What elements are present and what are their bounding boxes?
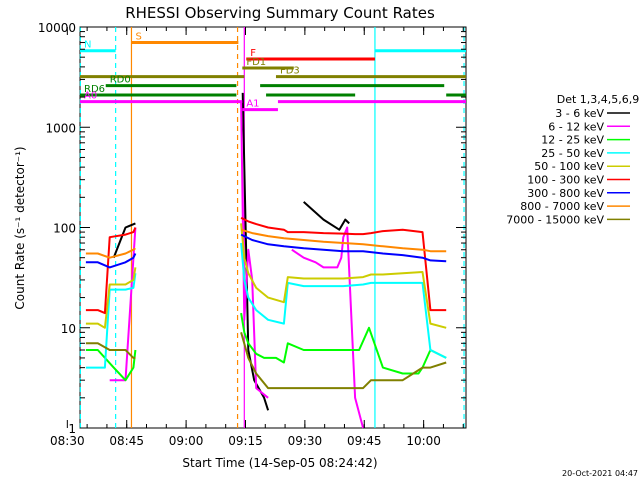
series-line-300-800-kev [85,233,447,269]
legend-title: Det 1,3,4,5,6,9 [557,93,640,106]
footer-date: 20-Oct-2021 04:47 [562,469,638,478]
series-line-6-12-kev [109,101,365,429]
flag-label-f: F [250,48,256,59]
y-tick-label: 1000 [45,121,76,135]
y-tick-label: 100 [53,222,76,236]
x-tick-label: 08:30 [50,434,85,448]
series-line-3-6-kev [112,92,350,411]
legend-label-25-50-kev: 25 - 50 keV [541,147,604,160]
x-tick-label: 09:00 [169,434,204,448]
series-line-100-300-kev [85,216,447,315]
x-tick-label: 08:45 [109,434,144,448]
series-line-50-100-kev [85,223,447,329]
legend-label-3-6-kev: 3 - 6 keV [555,107,604,120]
x-tick-label: 09:30 [288,434,323,448]
flag-label-n: N [84,40,91,51]
chart-title: RHESSI Observing Summary Count Rates [125,4,435,22]
flag-label-rd6: RD6 [84,84,105,95]
flag-label-fd1: FD1 [246,57,266,68]
series-line-800-7000-kev [85,228,447,259]
legend-label-100-300-kev: 100 - 300 keV [527,174,604,187]
flag-label-a1: A1 [246,99,259,110]
series-line-25-50-kev [85,242,447,369]
y-axis: 1 10 100 1000 10000 [38,21,466,436]
series-line-7000-15000-kev [85,332,447,390]
legend-label-7000-15000-kev: 7000 - 15000 keV [506,213,604,226]
flag-label-fd3: FD3 [280,66,300,77]
flag-label-s: S [135,32,141,43]
y-tick-label: 1 [68,422,76,436]
y-axis-label: Count Rate (s⁻¹ detector⁻¹) [13,146,27,309]
x-tick-label: 09:45 [347,434,382,448]
y-tick-label: 10000 [38,21,76,35]
x-tick-label: 10:00 [406,434,441,448]
series-group [85,92,447,429]
legend-label-12-25-kev: 12 - 25 keV [541,134,604,147]
y-tick-label: 10 [61,322,76,336]
legend-label-800-7000-kev: 800 - 7000 keV [520,200,604,213]
flag-label-rd0: RD0 [110,75,131,86]
legend-label-6-12-kev: 6 - 12 keV [548,120,604,133]
x-axis-label: Start Time (14-Sep-05 08:24:42) [182,456,377,470]
x-tick-label: 09:15 [228,434,263,448]
x-axis: 08:30 08:45 09:00 09:15 09:30 09:45 10:00 [50,27,464,448]
flag-label-a0: A0 [84,91,97,102]
legend-label-50-100-kev: 50 - 100 keV [534,160,604,173]
legend-label-300-800-kev: 300 - 800 keV [527,187,604,200]
series-line-12-25-kev [85,312,447,382]
